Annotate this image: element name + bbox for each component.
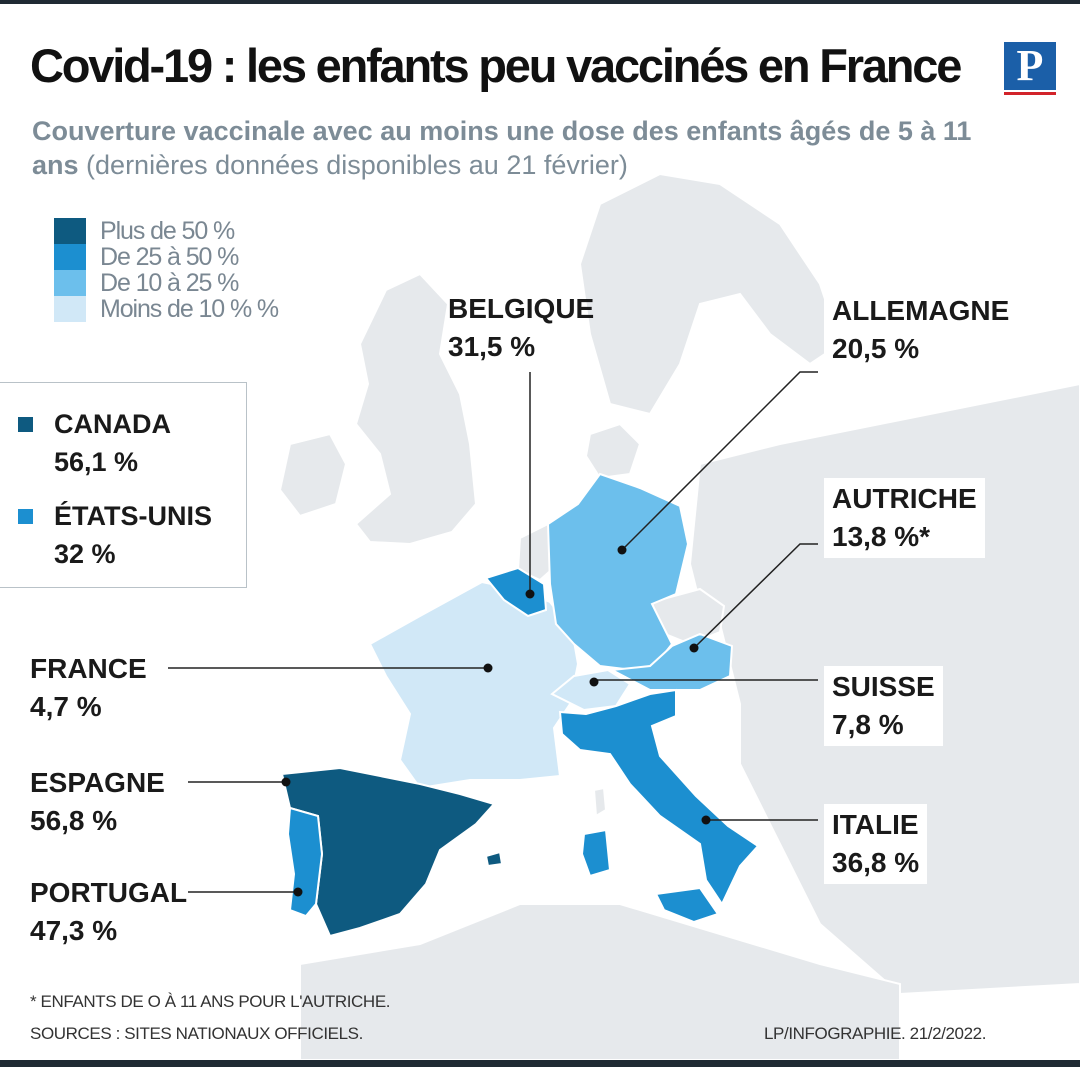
sources-note: SOURCES : SITES NATIONAUX OFFICIELS. (30, 1024, 363, 1043)
infographic: Covid-19 : les enfants peu vaccinés en F… (0, 4, 1080, 1060)
espagne-dot (281, 777, 291, 787)
legend-item: Moins de 10 % % (54, 294, 279, 323)
country-name: BELGIQUE (448, 293, 595, 324)
label-portugal: PORTUGAL 47,3 % (30, 874, 187, 950)
pointer-dots (281, 545, 711, 897)
publisher-logo: P (1004, 42, 1056, 90)
north-africa-landmass (299, 903, 901, 1060)
label-france: FRANCE 4,7 % (30, 650, 147, 726)
inset-swatch (18, 417, 33, 432)
france-dot (483, 663, 493, 673)
country-value: 4,7 % (30, 691, 102, 722)
country-value: 31,5 % (448, 331, 536, 362)
country-value: 7,8 % (832, 709, 904, 740)
france-shape (368, 580, 580, 790)
label-allemagne: ALLEMAGNE 20,5 % (824, 290, 1018, 370)
italie-shape (558, 688, 760, 907)
country-value: 56,8 % (30, 805, 118, 836)
autriche-shape (608, 632, 734, 691)
color-legend: Plus de 50 % De 25 à 50 % De 10 à 25 % M… (54, 216, 279, 323)
legend-swatch (54, 218, 86, 244)
country-name: FRANCE (30, 653, 147, 684)
country-name: PORTUGAL (30, 877, 188, 908)
label-espagne: ESPAGNE 56,8 % (30, 764, 165, 840)
legend-swatch (54, 244, 86, 270)
leader-lines (168, 371, 818, 893)
country-name: ALLEMAGNE (832, 295, 1010, 326)
legend-label: De 25 à 50 % (100, 242, 239, 271)
country-value: 20,5 % (832, 333, 920, 364)
credit-date: LP/INFOGRAPHIE. 21/2/2022. (764, 1024, 987, 1043)
inset-country-value: 32 % (54, 539, 116, 569)
country-name: ITALIE (832, 809, 919, 840)
allemagne-leader (621, 371, 818, 551)
subtitle-date-note: (dernières données disponibles au 21 fév… (86, 150, 628, 180)
scandinavia-landmass (578, 172, 842, 416)
label-autriche: AUTRICHE 13,8 %* (824, 478, 985, 558)
label-suisse: SUISSE 7,8 % (824, 666, 943, 746)
label-italie: ITALIE 36,8 % (824, 804, 928, 884)
autriche-dot (689, 643, 699, 653)
baleares-shape (484, 850, 504, 868)
legend-label: Moins de 10 % % (100, 294, 279, 323)
country-value: 47,3 % (30, 915, 118, 946)
corsica-landmass (592, 786, 608, 818)
north-america-inset: CANADA 56,1 % ÉTATS-UNIS 32 % (0, 382, 247, 588)
allemagne-shape (546, 472, 690, 674)
inset-country-name: CANADA (54, 409, 171, 439)
legend-item: Plus de 50 % (54, 216, 278, 245)
ireland-landmass (278, 432, 348, 518)
country-name: SUISSE (832, 671, 935, 702)
allemagne-dot (617, 545, 627, 555)
inset-country-value: 56,1 % (54, 447, 139, 477)
belgique-dot (525, 589, 535, 599)
country-name: ESPAGNE (30, 767, 165, 798)
denmark-landmass (584, 422, 642, 480)
legend-item: De 10 à 25 % (54, 268, 278, 297)
country-name: AUTRICHE (832, 483, 977, 514)
uk-landmass (354, 272, 478, 546)
legend-swatch (54, 296, 86, 322)
inset-country-name: ÉTATS-UNIS (54, 501, 212, 531)
italie-dot (701, 815, 711, 825)
subtitle-main: Couverture vaccinale avec au moins une d… (32, 116, 972, 180)
footnote: * ENFANTS DE O À 11 ANS POUR L'AUTRICHE. (30, 992, 391, 1011)
inset-swatch (18, 509, 33, 524)
suisse-dot (589, 677, 599, 687)
page-title: Covid-19 : les enfants peu vaccinés en F… (30, 39, 962, 92)
label-belgique: BELGIQUE 31,5 % (448, 290, 594, 366)
country-value: 36,8 % (832, 847, 920, 878)
logo-underline (1004, 92, 1056, 95)
legend-label: Plus de 50 % (100, 216, 235, 245)
sardaigne-shape (580, 828, 612, 878)
portugal-dot (293, 887, 303, 897)
legend-swatch (54, 270, 86, 296)
subtitle: Couverture vaccinale avec au moins une d… (32, 114, 1022, 182)
country-value: 13,8 %* (832, 521, 931, 552)
legend-item: De 25 à 50 % (54, 242, 278, 271)
portugal-shape (286, 806, 324, 918)
belgique-shape (484, 566, 548, 618)
sicile-shape (654, 886, 720, 924)
autriche-leader (693, 543, 818, 649)
legend-label: De 10 à 25 % (100, 268, 239, 297)
